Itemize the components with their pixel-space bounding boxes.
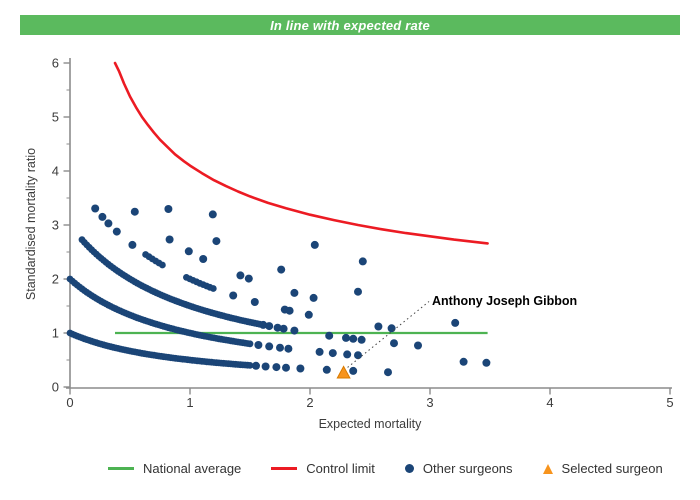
surgeon-point [354,287,362,296]
surgeon-point [349,366,358,375]
surgeon-point [322,365,331,374]
legend-label: Control limit [306,461,375,476]
surgeon-point [304,310,313,319]
y-tick-label: 4 [52,164,59,179]
surgeon-point [259,320,268,329]
surgeon-point [265,342,274,351]
x-tick-label: 1 [186,395,193,410]
selected-surgeon-triangle-swatch [542,463,553,474]
surgeon-point [130,207,139,216]
surgeon-point [128,240,137,249]
surgeon-point [212,237,221,246]
surgeon-point [328,349,337,358]
surgeon-point [384,368,392,377]
chart-legend: National average Control limit Other sur… [108,461,663,476]
surgeon-point [272,363,281,372]
x-tick-label: 2 [306,395,313,410]
surgeon-point [482,358,491,367]
y-tick-label: 6 [52,56,59,71]
surgeon-point [459,357,468,366]
surgeon-point [246,340,254,348]
surgeon-point [285,306,294,315]
surgeon-point [354,351,362,360]
other-surgeons-points [66,204,491,377]
surgeon-point [349,334,358,343]
surgeon-point [104,219,113,228]
surgeon-point [290,326,299,335]
surgeon-point [276,343,284,352]
surgeon-point [112,227,121,236]
x-tick-label: 3 [426,395,433,410]
status-banner-title: In line with expected rate [270,17,430,33]
surgeon-point [414,341,422,350]
surgeon-point [357,335,366,344]
surgeon-point [282,363,290,372]
national-average-line-swatch [108,467,134,470]
surgeon-point [229,291,238,300]
control-limit-curve [113,61,489,245]
surgeon-point [325,331,334,340]
x-axis-title: Expected mortality [319,417,423,431]
legend-item-control-limit: Control limit [271,461,375,476]
y-axis-title: Standardised mortality ratio [24,148,38,300]
funnel-plot-chart: 0 1 2 3 4 5 6 0 1 2 3 4 5 Expected mortality Standardi… [24,56,674,432]
control-limit-line-swatch [271,467,298,470]
surgeon-point [284,344,293,353]
surgeon-point [358,257,367,266]
surgeon-point [315,347,324,356]
legend-label: National average [143,461,242,476]
surgeon-point [91,204,100,213]
surgeon-point [209,285,217,292]
y-tick-label: 3 [52,218,59,233]
surgeon-point [246,362,254,369]
surgeon-point [254,341,263,349]
y-tick-label: 1 [52,326,59,341]
surgeon-point [265,322,274,331]
surgeon-point [343,350,352,359]
surgeon-point [164,205,173,213]
surgeon-point [98,212,107,221]
surgeon-point [273,323,282,332]
other-surgeons-dot-swatch [404,464,414,473]
selected-surgeon-marker [336,365,351,379]
selected-surgeon-name-label: Anthony Joseph Gibbon [432,294,577,308]
surgeon-point [390,339,398,348]
surgeon-point [277,265,286,274]
surgeon-point [199,255,208,263]
legend-item-national-average: National average [108,461,241,476]
surgeon-point [451,318,460,327]
x-tick-label: 0 [66,395,73,410]
legend-label: Other surgeons [422,461,513,476]
status-banner: In line with expected rate [20,15,680,35]
legend-item-selected-surgeon: Selected surgeon [542,461,663,476]
surgeon-point [236,271,245,280]
surgeon-point [261,362,270,371]
legend-label: Selected surgeon [561,461,663,476]
surgeon-point [296,364,305,373]
surgeon-point [252,361,260,370]
surgeon-point [387,324,396,333]
surgeon-point [208,210,217,219]
surgeon-point [310,240,319,249]
y-tick-label: 0 [52,380,59,395]
surgeon-point [374,322,383,331]
surgeon-point [342,333,350,342]
x-tick-label: 4 [546,395,553,410]
y-tick-label: 5 [52,110,59,125]
surgeon-point [279,324,288,333]
surgeon-point [184,247,193,256]
surgeon-point [159,261,166,269]
surgeon-point [165,235,174,244]
legend-item-other-surgeons: Other surgeons [404,461,513,476]
y-tick-label: 2 [52,272,59,287]
surgeon-point [244,274,253,283]
surgeon-point [250,298,259,306]
surgeon-point [309,293,318,302]
x-tick-label: 5 [666,395,673,410]
surgeon-point [290,288,299,297]
